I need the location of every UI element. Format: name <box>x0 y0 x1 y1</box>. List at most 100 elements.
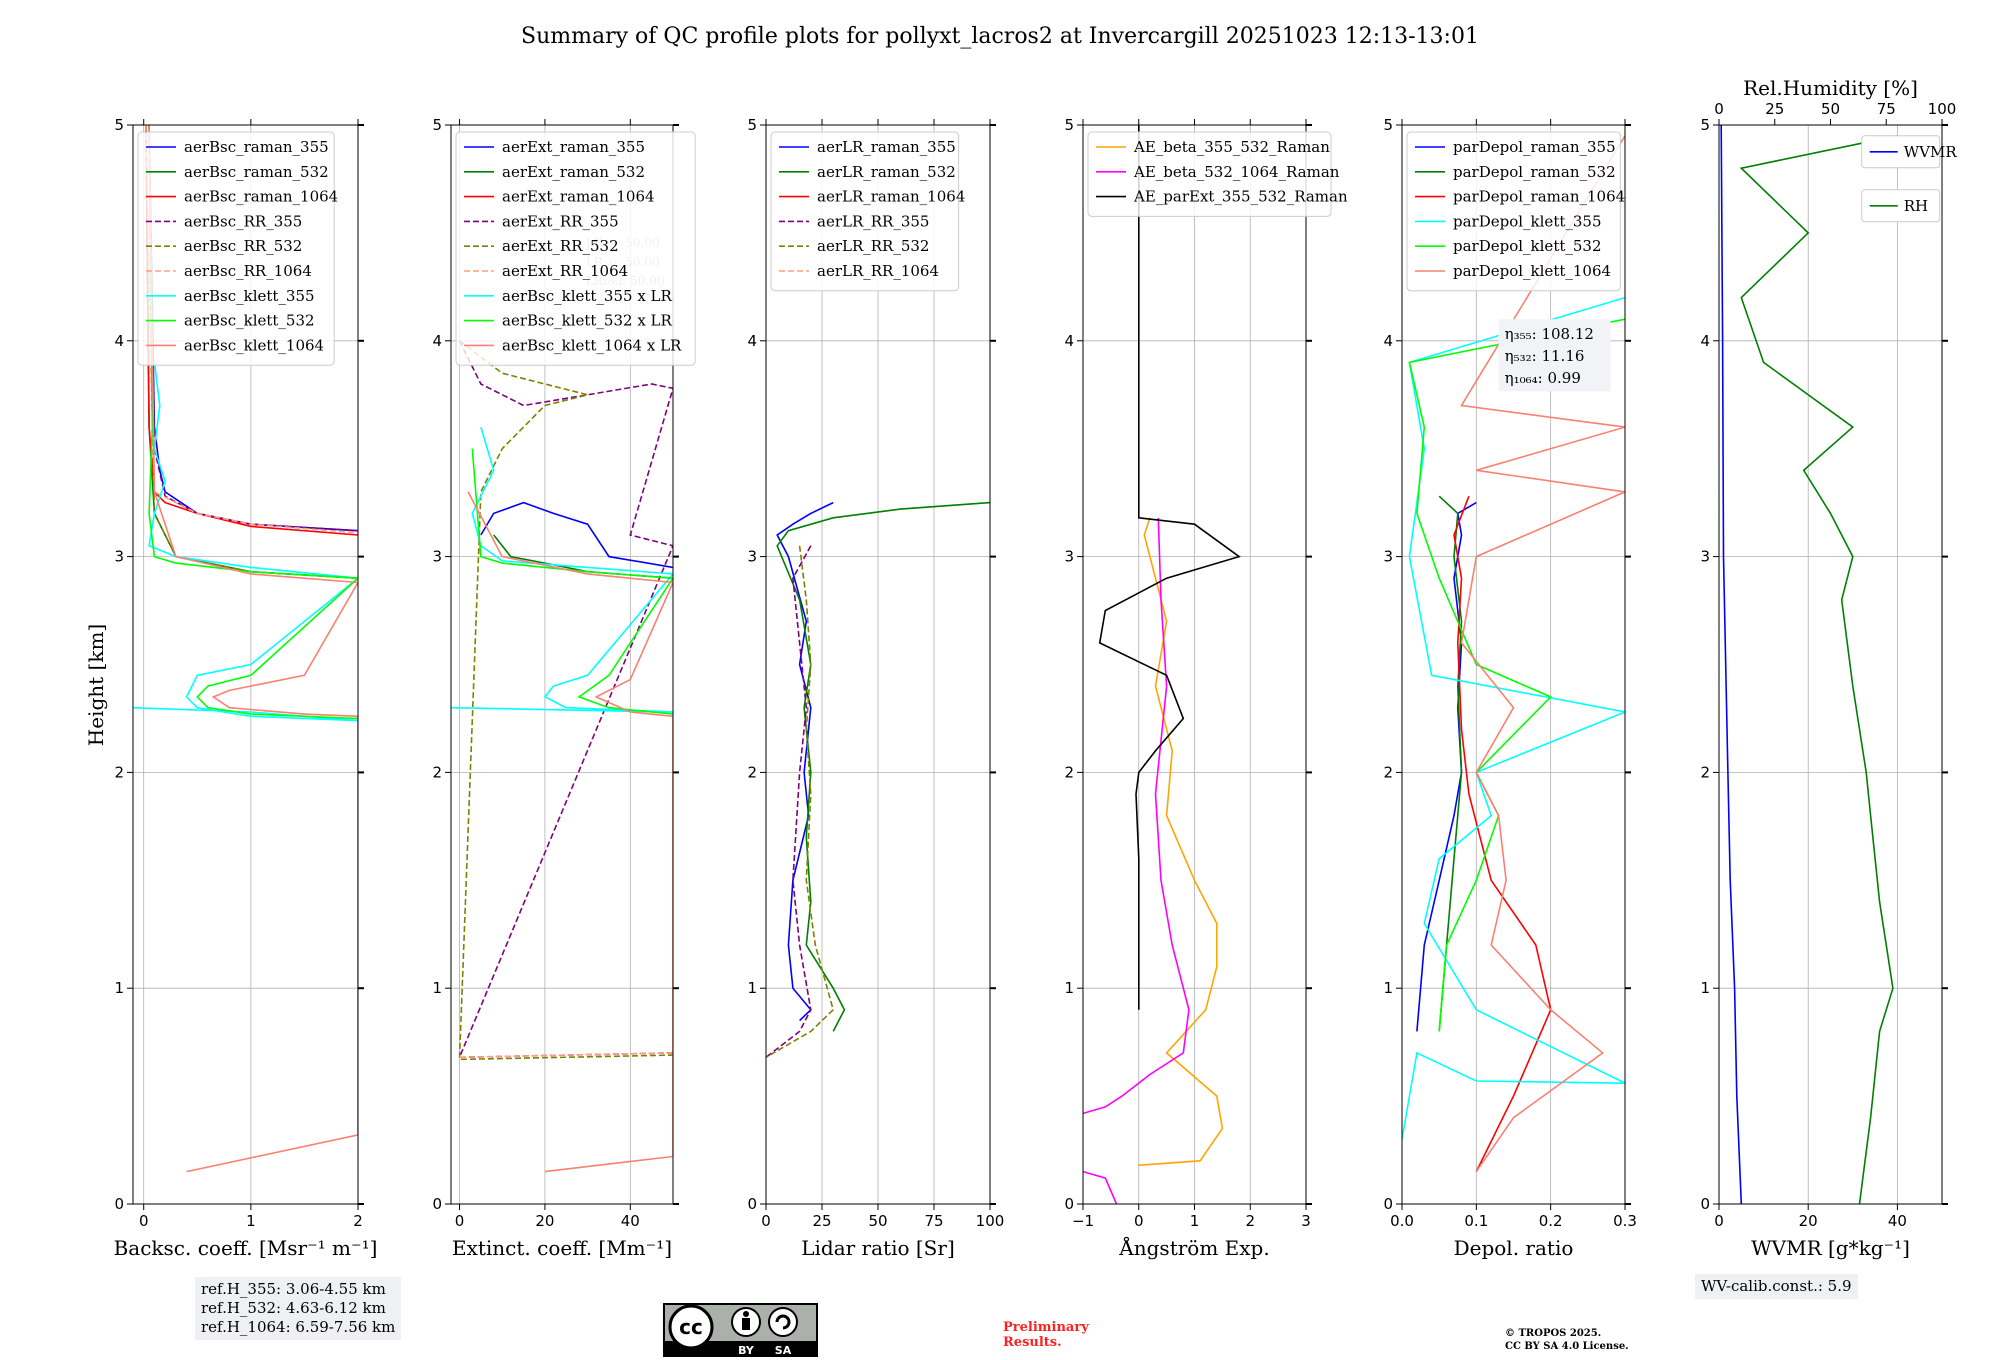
x-tick-label: 0.1 <box>1464 1212 1488 1230</box>
top-x-tick-label: 0 <box>1714 100 1724 118</box>
y-tick-label: 0 <box>1064 1195 1074 1213</box>
legend-label: aerBsc_raman_532 <box>184 163 329 181</box>
cc-by-text: BY <box>738 1344 755 1357</box>
x-tick-label: −1 <box>1072 1212 1094 1230</box>
plot-frame <box>132 124 359 1205</box>
figure-title: Summary of QC profile plots for pollyxt_… <box>521 24 1479 49</box>
wv-calib-text: WV-calib.const.: 5.9 <box>1701 1277 1852 1295</box>
series-group <box>1720 125 1898 1204</box>
y-tick-label: 0 <box>432 1195 442 1213</box>
series-group <box>1402 135 1625 1173</box>
copyright-note: © TROPOS 2025. CC BY SA 4.0 License. <box>1505 1327 1629 1353</box>
legend-label: aerBsc_raman_355 <box>184 138 329 156</box>
x-tick-label: 40 <box>1888 1212 1907 1230</box>
legend-label: aerLR_raman_355 <box>817 138 956 156</box>
y-tick-label: 5 <box>114 116 124 134</box>
legend: aerLR_raman_355 aerLR_raman_532 aerLR_rama… <box>770 131 965 292</box>
series-line-wvmr <box>1720 125 1743 1204</box>
x-axis-label: Backsc. coeff. [Msr⁻¹ m⁻¹] <box>114 1236 378 1260</box>
series-line-aerbsc-klett-355 <box>133 362 358 722</box>
y-tick-label: 0 <box>114 1195 124 1213</box>
y-tick-label: 3 <box>747 548 757 566</box>
legend-label: parDepol_klett_1064 <box>1453 262 1611 280</box>
y-axis-label: Height [km] <box>84 624 108 746</box>
y-tick-label: 1 <box>1064 979 1074 997</box>
series-line-ae-beta-532-1064-raman-low <box>1083 1170 1118 1204</box>
legend-box <box>137 131 335 366</box>
legend-label: aerExt_raman_355 <box>502 138 645 156</box>
series-line-pardepol-klett-355 <box>1402 296 1625 1140</box>
preliminary-note: Preliminary Results. <box>1003 1320 1089 1350</box>
copyright-line-2: CC BY SA 4.0 License. <box>1505 1341 1629 1352</box>
y-tick-label: 2 <box>432 763 442 781</box>
x-tick-label: 20 <box>1799 1212 1818 1230</box>
panel-extinction: LR₃₅₅: 50.00LR₅₃₂: 50.00LR₁₀₆₄: 50.00020… <box>432 116 696 1260</box>
legend-label: aerLR_RR_1064 <box>817 262 939 280</box>
series-group <box>766 501 990 1058</box>
wv-calib-box: WV-calib.const.: 5.9 <box>1695 1274 1858 1299</box>
y-tick-label: 1 <box>747 979 757 997</box>
legend: aerExt_raman_355 aerExt_raman_532 aerExt_r… <box>455 131 696 366</box>
legend-label: parDepol_raman_355 <box>1453 138 1616 156</box>
legend-label: aerLR_raman_532 <box>817 163 956 181</box>
y-tick-label: 4 <box>747 332 757 350</box>
copyright-line-1: © TROPOS 2025. <box>1505 1328 1602 1339</box>
y-tick-label: 4 <box>114 332 124 350</box>
ref-height-1064: ref.H_1064: 6.59-7.56 km <box>201 1318 396 1336</box>
legend-label: AE_beta_532_1064_Raman <box>1133 163 1340 181</box>
x-tick-label: 0.2 <box>1539 1212 1563 1230</box>
legend-label: aerBsc_klett_532 <box>184 312 315 330</box>
preliminary-line-1: Preliminary <box>1003 1320 1089 1335</box>
y-tick-label: 4 <box>1383 332 1393 350</box>
legend-label: aerExt_RR_532 <box>502 237 619 255</box>
y-tick-label: 4 <box>1700 332 1710 350</box>
y-tick-label: 5 <box>1700 116 1710 134</box>
legend-box <box>455 131 696 366</box>
series-line-aerbsc-klett-532 <box>148 125 358 720</box>
legend-label: aerExt_RR_1064 <box>502 262 628 280</box>
top-x-tick-label: 100 <box>1928 100 1957 118</box>
ref-height-532: ref.H_532: 4.63-6.12 km <box>201 1299 386 1317</box>
legend-label: aerBsc_klett_1064 <box>184 336 324 354</box>
cc-text: cc <box>679 1315 703 1339</box>
series-line-pardepol-raman-355 <box>1416 501 1477 1032</box>
x-tick-label: 0 <box>455 1212 465 1230</box>
x-tick-label: 1 <box>246 1212 256 1230</box>
cc-license-badge: cc BY SA <box>663 1303 818 1357</box>
legend-label: aerBsc_raman_1064 <box>184 188 338 206</box>
series-group <box>451 340 673 1173</box>
x-tick-label: 0.3 <box>1613 1212 1637 1230</box>
legend-box <box>1861 189 1941 223</box>
y-tick-label: 1 <box>1383 979 1393 997</box>
legend-label: RH <box>1904 197 1928 215</box>
legend: WVMR RH <box>1861 135 1957 223</box>
panel-lidar_ratio: 0 25 50 75 100 0 1 2 3 4 5 Lidar ratio [Sr] aerLR_ra… <box>747 116 1004 1260</box>
legend-label: aerBsc_klett_355 x LR <box>502 287 673 305</box>
x-tick-label: 25 <box>812 1212 831 1230</box>
x-tick-label: 2 <box>1245 1212 1255 1230</box>
y-tick-label: 2 <box>1064 763 1074 781</box>
legend-box <box>1087 131 1332 217</box>
top-x-tick-label: 50 <box>1821 100 1840 118</box>
top-x-tick-label: 75 <box>1877 100 1896 118</box>
y-tick-label: 3 <box>114 548 124 566</box>
series-line-pardepol-raman-532 <box>1438 495 1463 1032</box>
y-tick-label: 0 <box>1383 1195 1393 1213</box>
x-tick-label: 0.0 <box>1390 1212 1414 1230</box>
y-tick-label: 3 <box>1064 548 1074 566</box>
series-line-aerlr-raman-355 <box>776 501 834 1022</box>
eta-label: η₅₃₂: 11.16 <box>1505 347 1585 365</box>
series-line-pardepol-raman-1064 <box>1453 495 1552 1172</box>
series-line-ae-beta-532-1064-raman <box>1083 517 1190 1115</box>
series-line-aerbsc-klett-532-x-lr <box>471 448 673 715</box>
legend-box <box>770 131 960 292</box>
legend-label: aerBsc_RR_355 <box>184 212 302 230</box>
series-line-aerbsc-raman-1064 <box>145 125 358 536</box>
legend-box <box>1861 135 1941 169</box>
legend-box <box>1406 131 1621 292</box>
y-tick-label: 1 <box>114 979 124 997</box>
legend: AE_beta_355_532_Raman AE_beta_532_1064_Ra… <box>1087 131 1348 217</box>
series-line-aerbsc-klett-355-x-lr <box>451 426 673 713</box>
x-tick-label: 0 <box>139 1212 149 1230</box>
y-tick-label: 5 <box>1064 116 1074 134</box>
